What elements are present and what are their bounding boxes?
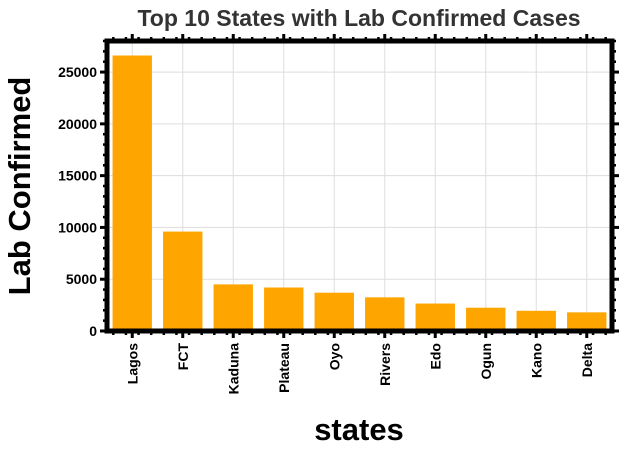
x-axis-label: states — [314, 412, 404, 447]
bar-delta — [567, 312, 607, 331]
x-tick-label: Lagos — [124, 343, 140, 384]
x-tick-label: Kano — [528, 343, 544, 378]
x-tick-label: Kaduna — [225, 343, 241, 395]
chart-title: Top 10 States with Lab Confirmed Cases — [137, 5, 580, 31]
x-tick-label: Oyo — [326, 343, 342, 370]
bar-rivers — [365, 297, 405, 331]
x-tick-label: FCT — [175, 343, 191, 371]
y-tick-label: 5000 — [66, 271, 97, 287]
bar-plateau — [264, 287, 304, 331]
y-tick-label: 20000 — [58, 116, 97, 132]
x-tick-label: Plateau — [276, 343, 292, 393]
bar-kaduna — [213, 284, 253, 331]
y-tick-label: 15000 — [58, 168, 97, 184]
bar-edo — [415, 303, 455, 331]
bar-lagos — [112, 55, 152, 331]
y-axis-label: Lab Confirmed — [2, 77, 37, 296]
bar-oyo — [314, 292, 354, 331]
x-tick-label: Edo — [427, 343, 443, 369]
x-tick-label: Ogun — [478, 343, 494, 380]
bar-ogun — [466, 307, 506, 331]
y-tick-label: 10000 — [58, 219, 97, 235]
y-tick-label: 25000 — [58, 64, 97, 80]
x-tick-labels: Lagos FCT Kaduna Plateau Oyo Rivers Edo Ogun Kan… — [124, 343, 595, 395]
bars — [112, 55, 607, 331]
y-tick-label: 0 — [89, 323, 97, 339]
x-tick-label: Rivers — [377, 343, 393, 386]
bar-fct — [163, 231, 203, 331]
bar-kano — [516, 310, 556, 331]
y-tick-labels: 0 5000 10000 15000 20000 25000 — [58, 64, 97, 339]
grid-lines — [107, 41, 612, 332]
x-tick-label: Delta — [579, 343, 595, 377]
plot-frame — [104, 38, 615, 334]
